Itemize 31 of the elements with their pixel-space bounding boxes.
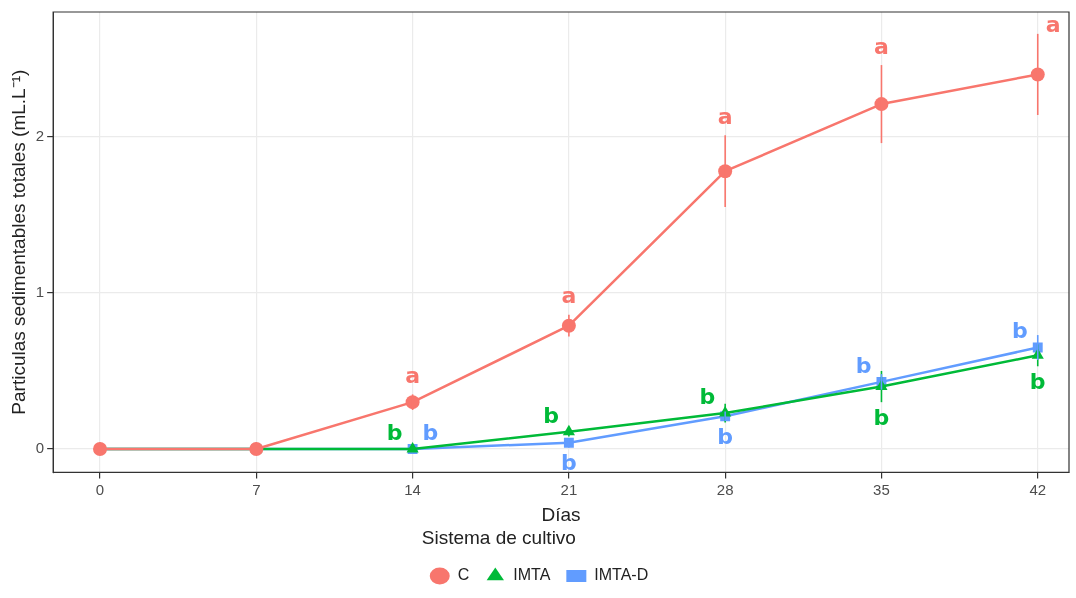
- data-label: b: [422, 419, 439, 445]
- x-tick-label: 21: [560, 480, 578, 498]
- data-label: b: [1029, 368, 1046, 394]
- x-axis-title: Días: [541, 504, 581, 526]
- x-tick-label: 0: [95, 480, 105, 498]
- x-tick-label: 28: [716, 480, 734, 498]
- data-label: b: [386, 419, 403, 445]
- data-label: b: [855, 352, 872, 378]
- data-label: b: [1011, 318, 1028, 344]
- y-tick-label: 0: [35, 439, 45, 457]
- data-label: b: [561, 450, 577, 476]
- x-tick-label: 7: [252, 480, 261, 498]
- data-label: b: [717, 423, 734, 449]
- x-tick-label: 14: [404, 480, 421, 498]
- data-label: b: [873, 404, 890, 430]
- x-tick-label: 35: [873, 480, 890, 498]
- data-label: a: [561, 283, 577, 309]
- data-label: a: [717, 104, 733, 130]
- y-tick-label: 1: [35, 283, 45, 301]
- data-label: b: [699, 383, 716, 409]
- legend-label: IMTA: [513, 566, 551, 584]
- y-axis-title: Particulas sedimentables totales (mL.L⁻¹): [7, 69, 29, 415]
- data-label: a: [1045, 11, 1061, 37]
- legend-title: Sistema de cultivo: [421, 526, 576, 548]
- data-label: a: [405, 363, 421, 389]
- x-tick-label: 42: [1029, 480, 1047, 498]
- legend-label: C: [457, 566, 470, 584]
- data-label: b: [543, 402, 559, 428]
- legend-label: IMTA-D: [594, 566, 649, 584]
- data-label: a: [874, 33, 889, 59]
- y-tick-label: 2: [35, 126, 45, 144]
